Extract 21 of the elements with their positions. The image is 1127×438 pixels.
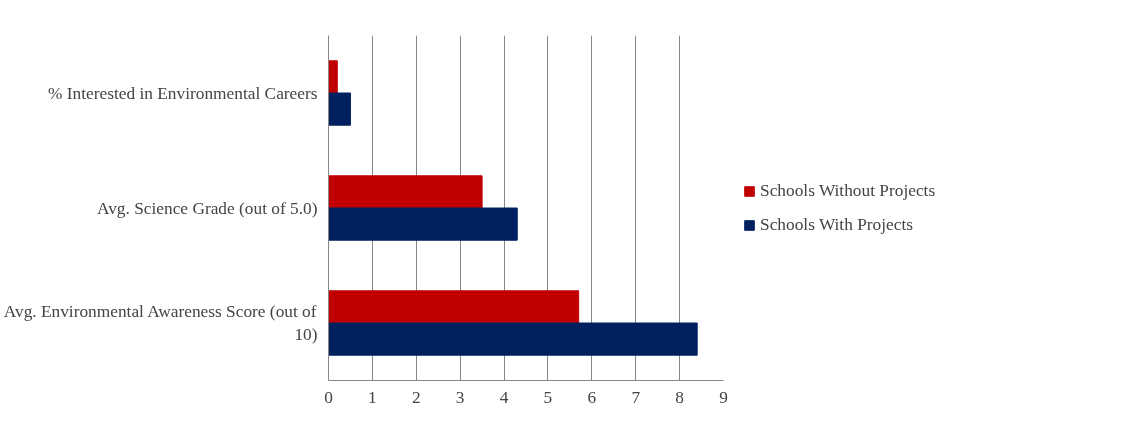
y-tick-label: Avg. Science Grade (out of 5.0) — [96, 198, 318, 218]
bar — [328, 207, 518, 241]
y-tick-label: Avg. Environmental Awareness Score (out of 10) — [3, 302, 318, 344]
bar — [328, 322, 698, 356]
x-tick-label: 3 — [455, 387, 465, 407]
legend-label: Schools Without Projects — [760, 180, 936, 201]
y-tick-label: % Interested in Environmental Careers — [48, 83, 318, 103]
x-tick-label: 5 — [543, 387, 553, 407]
x-tick-label: 9 — [719, 387, 728, 407]
x-tick-label: 6 — [587, 387, 597, 407]
x-tick-label: 4 — [499, 387, 509, 407]
x-tick-label: 0 — [324, 387, 333, 407]
bar — [328, 290, 580, 324]
x-tick-label: 7 — [631, 387, 641, 407]
bar — [328, 92, 351, 126]
bar — [328, 60, 338, 94]
x-tick-label: 8 — [675, 387, 684, 407]
x-tick-label: 1 — [368, 387, 377, 407]
legend-label: Schools With Projects — [760, 214, 914, 235]
bar — [328, 175, 483, 209]
x-tick-label: 2 — [411, 387, 421, 407]
